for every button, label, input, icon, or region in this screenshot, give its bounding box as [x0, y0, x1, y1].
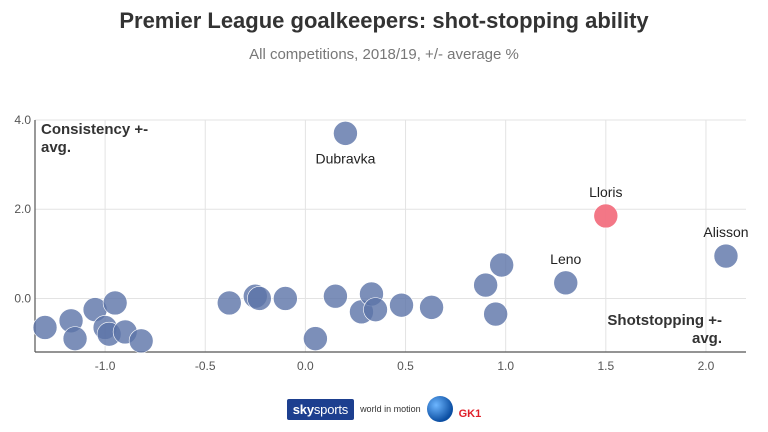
x-axis-title-line: avg.	[692, 330, 722, 347]
data-point	[323, 283, 348, 309]
y-tick-label: 4.0	[14, 113, 31, 127]
data-point	[489, 252, 514, 278]
data-point	[363, 297, 388, 322]
y-tick-label: 2.0	[14, 202, 31, 216]
data-point	[247, 286, 272, 311]
x-tick-label: 1.0	[497, 359, 514, 373]
data-point	[102, 290, 128, 316]
chart-subtitle: All competitions, 2018/19, +/- average %	[249, 46, 519, 63]
y-axis-title-line: Consistency +-	[41, 121, 148, 138]
x-tick-label: 0.5	[397, 359, 414, 373]
chart-title: Premier League goalkeepers: shot-stoppin…	[119, 8, 649, 33]
footer-logos: skysports world in motion GK1	[0, 394, 768, 424]
data-point	[419, 295, 444, 320]
y-axis-title-line: avg.	[41, 139, 71, 156]
data-point	[333, 121, 358, 146]
world-in-motion-text: world in motion	[360, 404, 421, 414]
sky-logo-text: sky	[292, 401, 314, 417]
point-label: Leno	[550, 251, 581, 267]
x-tick-label: -0.5	[195, 359, 216, 373]
data-point	[32, 315, 58, 340]
data-points	[32, 121, 739, 354]
axis-titles: Consistency +-avg.Shotstopping +-avg.	[41, 121, 722, 347]
x-tick-label: -1.0	[95, 359, 116, 373]
x-tick-label: 1.5	[597, 359, 614, 373]
data-point	[473, 272, 498, 298]
sky-sports-logo: skysports	[286, 398, 355, 420]
data-point	[303, 326, 328, 351]
data-point	[128, 328, 154, 354]
data-point	[713, 243, 739, 269]
x-axis-title: Shotstopping +-avg.	[607, 312, 722, 347]
data-point	[62, 326, 88, 351]
point-label: Lloris	[589, 184, 622, 200]
highlighted-data-point	[593, 203, 619, 229]
data-point	[216, 290, 242, 316]
data-point	[553, 270, 579, 296]
data-point	[273, 286, 298, 311]
data-point	[389, 292, 414, 318]
globe-icon	[426, 396, 453, 422]
gk1-logo: GK1	[458, 408, 482, 420]
data-point	[483, 301, 508, 327]
point-label: Dubravka	[315, 150, 375, 166]
point-label: Alisson	[703, 224, 748, 240]
x-tick-label: 0.0	[297, 359, 314, 373]
y-tick-label: 0.0	[14, 291, 31, 305]
sports-logo-text: sports	[313, 401, 349, 417]
y-axis-title: Consistency +-avg.	[41, 121, 148, 156]
x-axis-title-line: Shotstopping +-	[607, 312, 722, 329]
x-tick-label: 2.0	[698, 359, 715, 373]
point-labels: Dubravka Leno Lloris Alisson	[315, 150, 748, 266]
axes: 0.0 2.0 4.0 -1.0 -0.5 0.0 0.5 1.0 1.5 2.0	[14, 113, 746, 373]
